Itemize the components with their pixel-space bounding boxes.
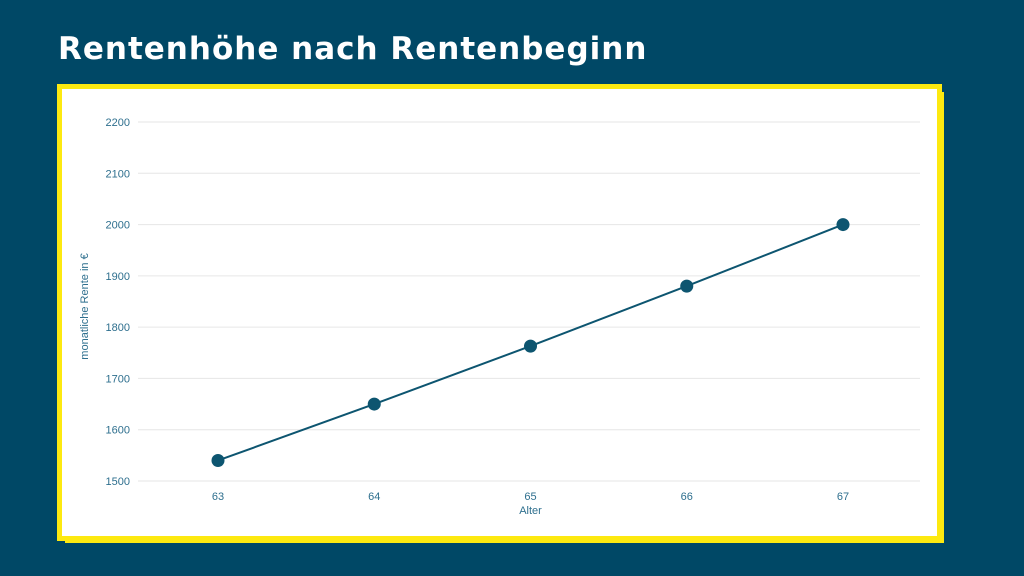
chart-frame: 1500 1600 1700 1800 1900 2000 2100 2200 63 64 65 6… — [57, 84, 944, 543]
x-axis-title: Alter — [519, 505, 542, 517]
gridlines — [138, 121, 920, 482]
y-tick-label-2000: 2000 — [106, 220, 130, 232]
data-point-67 — [836, 218, 850, 232]
x-tick-label-65: 65 — [524, 491, 536, 503]
y-tick-label-1600: 1600 — [106, 425, 130, 437]
y-tick-label-1900: 1900 — [106, 271, 130, 283]
data-point-63 — [211, 453, 225, 467]
y-tick-label-1800: 1800 — [106, 322, 130, 334]
series-line-group — [211, 218, 850, 467]
data-point-64 — [367, 397, 381, 411]
y-tick-label-1700: 1700 — [106, 373, 130, 385]
y-tick-label-2200: 2200 — [106, 117, 130, 129]
data-point-66 — [680, 279, 694, 293]
data-point-65 — [524, 339, 537, 353]
x-axis-ticks: 63 64 65 66 67 — [212, 491, 849, 503]
slide-title: Rentenhöhe nach Rentenbeginn — [58, 31, 648, 67]
y-tick-label-2100: 2100 — [106, 168, 130, 180]
y-axis-ticks: 1500 1600 1700 1800 1900 2000 2100 2200 — [106, 117, 130, 488]
y-tick-label-1500: 1500 — [106, 476, 130, 488]
x-tick-label-66: 66 — [681, 491, 693, 503]
x-tick-label-67: 67 — [837, 491, 849, 503]
y-axis-title: monatliche Rente in € — [79, 253, 91, 359]
x-tick-label-64: 64 — [368, 491, 380, 503]
x-tick-label-63: 63 — [212, 491, 224, 503]
